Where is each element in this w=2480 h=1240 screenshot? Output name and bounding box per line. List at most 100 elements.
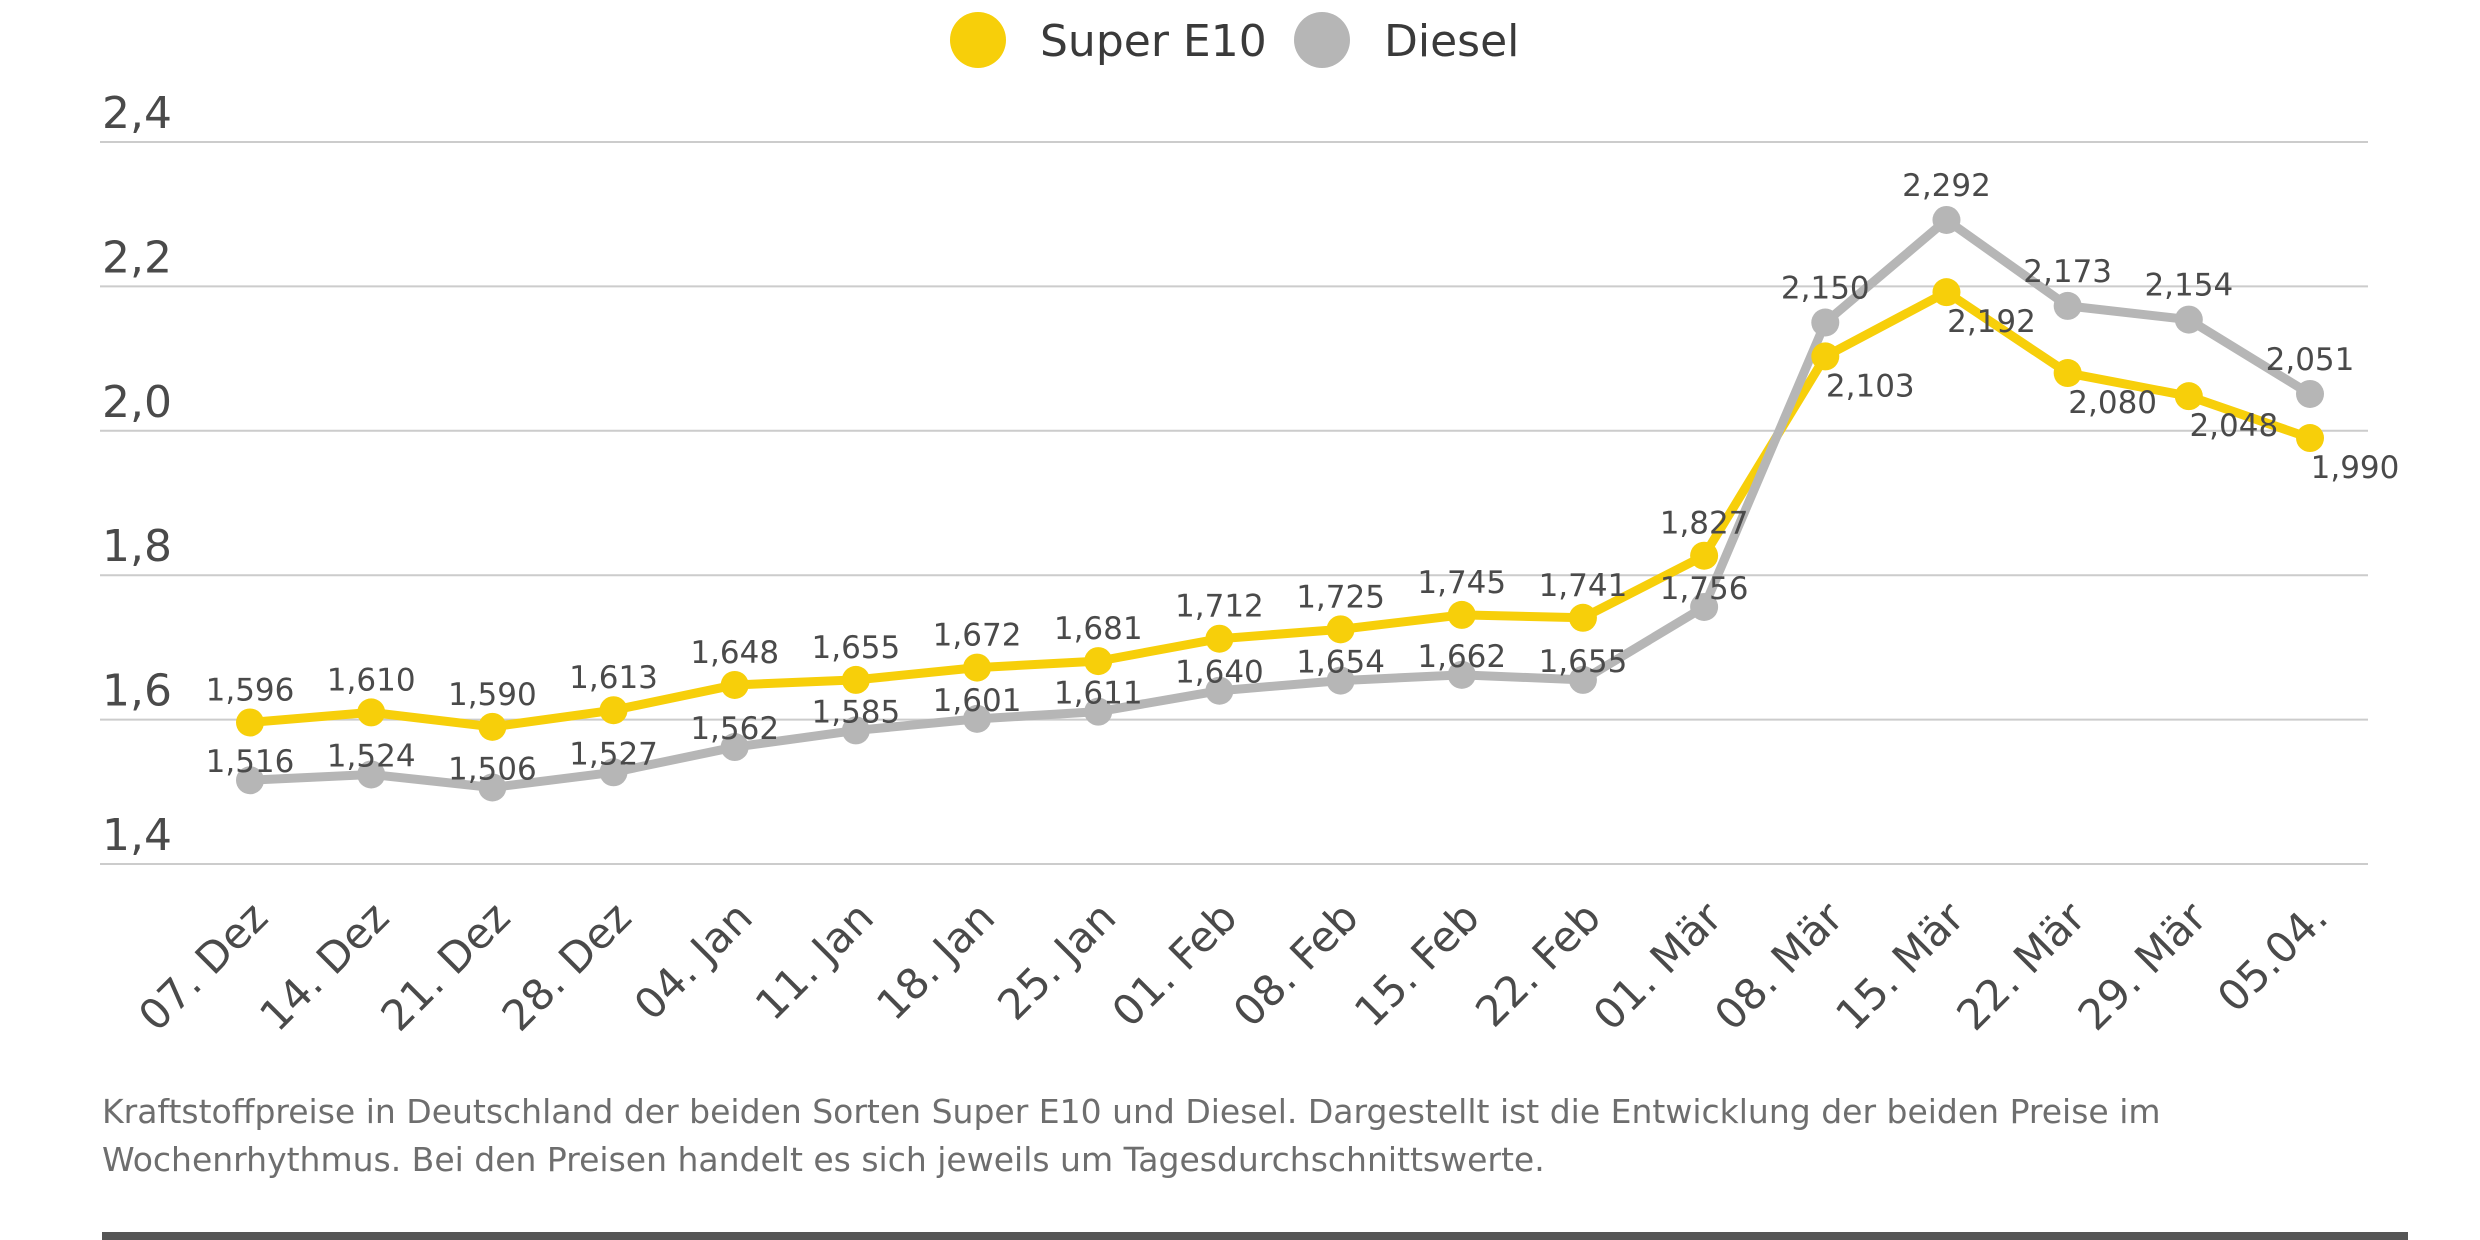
diesel-data-label: 2,173: [2023, 254, 2112, 290]
super-e10-data-label: 2,192: [1947, 304, 2036, 340]
legend-diesel-label: Diesel: [1384, 16, 1519, 67]
super-e10-point: [357, 698, 386, 727]
x-tick-label: 18. Jan: [867, 892, 1004, 1029]
series-points: [236, 205, 2324, 802]
diesel-data-label: 2,150: [1781, 271, 1870, 307]
legend-diesel-marker: [1294, 12, 1350, 68]
legend-super-e10-label: Super E10: [1040, 16, 1267, 67]
super-e10-data-label: 1,655: [812, 630, 901, 666]
diesel-data-label: 1,640: [1175, 655, 1264, 691]
diesel-data-label: 2,051: [2266, 342, 2355, 378]
diesel-data-label: 1,585: [812, 694, 901, 730]
x-tick-label: 15. Feb: [1345, 892, 1489, 1036]
diesel-data-label: 1,654: [1296, 645, 1385, 681]
x-tick-label: 29. Mär: [2069, 892, 2217, 1040]
super-e10-data-label: 1,672: [933, 618, 1022, 654]
diesel-point: [1447, 660, 1476, 689]
y-tick-label: 2,2: [102, 232, 172, 283]
super-e10-data-label: 2,103: [1826, 368, 1915, 404]
super-e10-point: [841, 665, 870, 694]
x-tick-label: 01. Feb: [1103, 892, 1247, 1036]
diesel-data-label: 1,601: [933, 683, 1022, 719]
diesel-data-label: 2,292: [1902, 168, 1991, 204]
chart-caption: Kraftstoffpreise in Deutschland der beid…: [102, 1092, 2161, 1179]
x-tick-label: 15. Mär: [1826, 892, 1974, 1040]
super-e10-point: [236, 708, 264, 737]
bottom-divider: [102, 1232, 2408, 1240]
super-e10-point: [1690, 541, 1719, 570]
super-e10-line: [245, 287, 2315, 732]
diesel-point: [478, 773, 507, 802]
x-tick-label: 21. Dez: [371, 892, 519, 1040]
y-tick-label: 2,4: [102, 88, 172, 139]
x-tick-label: 14. Dez: [250, 892, 398, 1040]
diesel-point: [1205, 676, 1234, 705]
x-tick-label: 05.04.: [2208, 892, 2337, 1021]
super-e10-data-label: 1,681: [1054, 611, 1143, 647]
y-tick-label: 1,6: [102, 666, 172, 717]
diesel-data-label: 1,506: [448, 751, 537, 787]
diesel-point: [1568, 665, 1597, 694]
diesel-point: [1811, 308, 1840, 337]
super-e10-data-label: 1,745: [1417, 565, 1506, 601]
x-tick-label: 01. Mär: [1584, 892, 1732, 1040]
diesel-data-label: 2,154: [2144, 268, 2233, 304]
diesel-point: [1084, 697, 1113, 726]
super-e10-point: [1326, 615, 1355, 644]
super-e10-data-label: 1,725: [1296, 579, 1385, 615]
x-tick-label: 25. Jan: [988, 892, 1125, 1029]
super-e10-data-label: 1,596: [206, 672, 295, 708]
super-e10-point: [963, 653, 992, 682]
y-tick-label: 2,0: [102, 377, 172, 428]
super-e10-data-label: 1,827: [1660, 506, 1749, 542]
diesel-data-label: 1,655: [1539, 644, 1628, 680]
super-e10-point: [1568, 603, 1597, 632]
diesel-data-label: 1,662: [1417, 639, 1506, 675]
super-e10-point: [720, 670, 749, 699]
x-tick-label: 22. Feb: [1466, 892, 1610, 1036]
diesel-data-label: 1,756: [1660, 571, 1749, 607]
super-e10-point: [1447, 600, 1476, 629]
diesel-point: [599, 758, 628, 787]
super-e10-data-label: 1,990: [2311, 450, 2400, 486]
diesel-point: [1326, 666, 1355, 695]
super-e10-data-label: 1,610: [327, 662, 416, 698]
data-labels: 1,596 1,516 1,610 1,524 1,590 1,506 1,613 1,527…: [206, 168, 2400, 787]
diesel-point: [720, 733, 749, 762]
y-tick-label: 1,4: [102, 810, 172, 861]
super-e10-data-label: 2,048: [2189, 408, 2278, 444]
diesel-point: [963, 704, 992, 733]
super-e10-data-label: 1,741: [1539, 568, 1628, 604]
super-e10-data-label: 1,613: [569, 660, 658, 696]
super-e10-data-label: 1,712: [1175, 589, 1264, 625]
legend: Super E10 Diesel: [950, 12, 1519, 68]
y-axis: 1,4 1,6 1,8 2,0 2,2 2,4: [102, 88, 172, 861]
super-e10-point: [1084, 647, 1113, 676]
diesel-data-label: 1,516: [206, 744, 295, 780]
legend-super-e10-marker: [950, 12, 1006, 68]
diesel-line: [245, 215, 2315, 792]
diesel-data-label: 1,524: [327, 738, 416, 774]
super-e10-point: [2174, 382, 2203, 411]
x-tick-label: 11. Jan: [746, 892, 883, 1029]
super-e10-data-label: 1,648: [690, 635, 779, 671]
diesel-point: [2053, 291, 2082, 320]
diesel-point: [1690, 592, 1719, 621]
y-tick-label: 1,8: [102, 521, 172, 572]
diesel-data-label: 1,562: [690, 711, 779, 747]
super-e10-point: [2053, 359, 2082, 388]
x-tick-label: 08. Feb: [1224, 892, 1368, 1036]
diesel-point: [2296, 379, 2324, 408]
super-e10-point: [1205, 624, 1234, 653]
x-tick-label: 22. Mär: [1947, 892, 2095, 1040]
x-tick-label: 07. Dez: [129, 892, 277, 1040]
x-tick-label: 08. Mär: [1705, 892, 1853, 1040]
x-tick-label: 28. Dez: [493, 892, 641, 1040]
diesel-point: [357, 760, 386, 789]
x-tick-label: 04. Jan: [625, 892, 762, 1029]
series-lines: [245, 215, 2315, 792]
super-e10-point: [2296, 424, 2324, 453]
super-e10-point: [478, 712, 507, 741]
diesel-point: [1932, 205, 1961, 234]
